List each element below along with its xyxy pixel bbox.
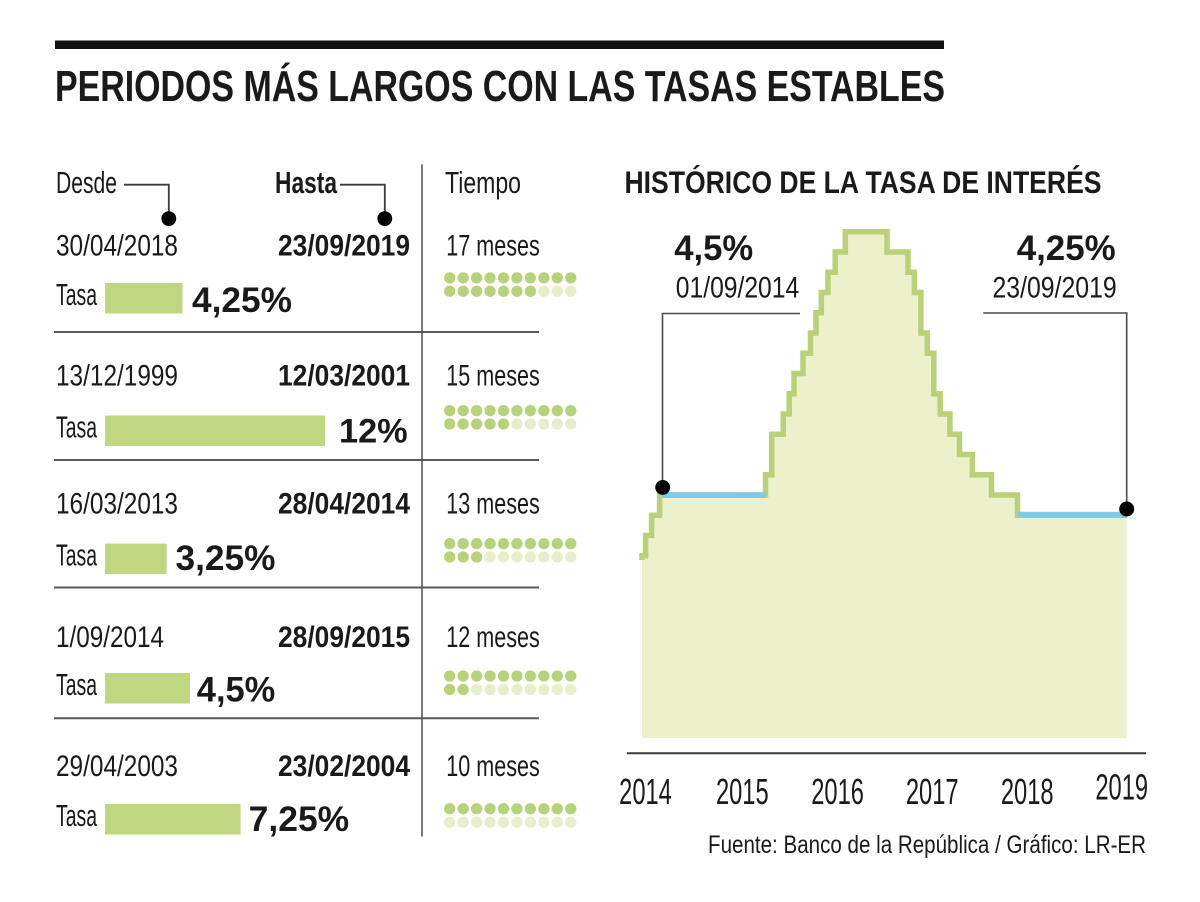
svg-text:Tiempo: Tiempo <box>445 165 521 200</box>
svg-text:Tasa: Tasa <box>56 277 97 312</box>
svg-text:Desde: Desde <box>56 165 117 200</box>
svg-text:7,25%: 7,25% <box>249 800 350 839</box>
svg-text:30/04/2018: 30/04/2018 <box>56 230 178 263</box>
svg-text:4,25%: 4,25% <box>192 281 292 320</box>
svg-text:13 meses: 13 meses <box>446 488 540 521</box>
svg-text:Tasa: Tasa <box>56 410 97 445</box>
svg-text:29/04/2003: 29/04/2003 <box>56 750 178 783</box>
svg-text:23/09/2019: 23/09/2019 <box>993 272 1117 305</box>
svg-text:Hasta: Hasta <box>275 165 338 200</box>
svg-text:Tasa: Tasa <box>56 667 97 702</box>
svg-text:1/09/2014: 1/09/2014 <box>56 621 164 654</box>
svg-text:17 meses: 17 meses <box>446 230 540 263</box>
svg-text:01/09/2014: 01/09/2014 <box>676 272 799 305</box>
svg-text:13/12/1999: 13/12/1999 <box>56 360 178 393</box>
svg-text:2014: 2014 <box>619 771 672 812</box>
svg-text:4,5%: 4,5% <box>197 671 275 710</box>
svg-text:2015: 2015 <box>716 771 769 812</box>
svg-text:12/03/2001: 12/03/2001 <box>278 360 410 393</box>
svg-text:4,25%: 4,25% <box>1017 229 1116 268</box>
svg-text:Fuente: Banco de la República: Fuente: Banco de la República / Gráfico:… <box>708 831 1146 859</box>
svg-text:12%: 12% <box>339 413 408 451</box>
svg-text:23/09/2019: 23/09/2019 <box>278 230 410 263</box>
svg-text:Tasa: Tasa <box>56 798 97 833</box>
svg-text:2017: 2017 <box>906 771 959 812</box>
svg-text:16/03/2013: 16/03/2013 <box>56 488 178 521</box>
svg-text:28/04/2014: 28/04/2014 <box>278 488 410 521</box>
svg-text:3,25%: 3,25% <box>176 539 276 578</box>
svg-text:15 meses: 15 meses <box>446 360 540 393</box>
svg-text:12 meses: 12 meses <box>446 621 540 654</box>
svg-text:4,5%: 4,5% <box>674 229 753 268</box>
svg-text:10 meses: 10 meses <box>446 750 540 783</box>
svg-text:28/09/2015: 28/09/2015 <box>278 621 410 654</box>
svg-text:2018: 2018 <box>1001 771 1054 812</box>
svg-text:2016: 2016 <box>811 771 864 812</box>
svg-text:2019: 2019 <box>1095 767 1148 808</box>
svg-text:23/02/2004: 23/02/2004 <box>278 750 410 783</box>
svg-text:PERIODOS MÁS LARGOS CON LAS TA: PERIODOS MÁS LARGOS CON LAS TASAS ESTABL… <box>55 61 945 111</box>
svg-text:HISTÓRICO DE LA TASA DE INTERÉ: HISTÓRICO DE LA TASA DE INTERÉS <box>625 164 1102 200</box>
svg-text:Tasa: Tasa <box>56 538 97 573</box>
